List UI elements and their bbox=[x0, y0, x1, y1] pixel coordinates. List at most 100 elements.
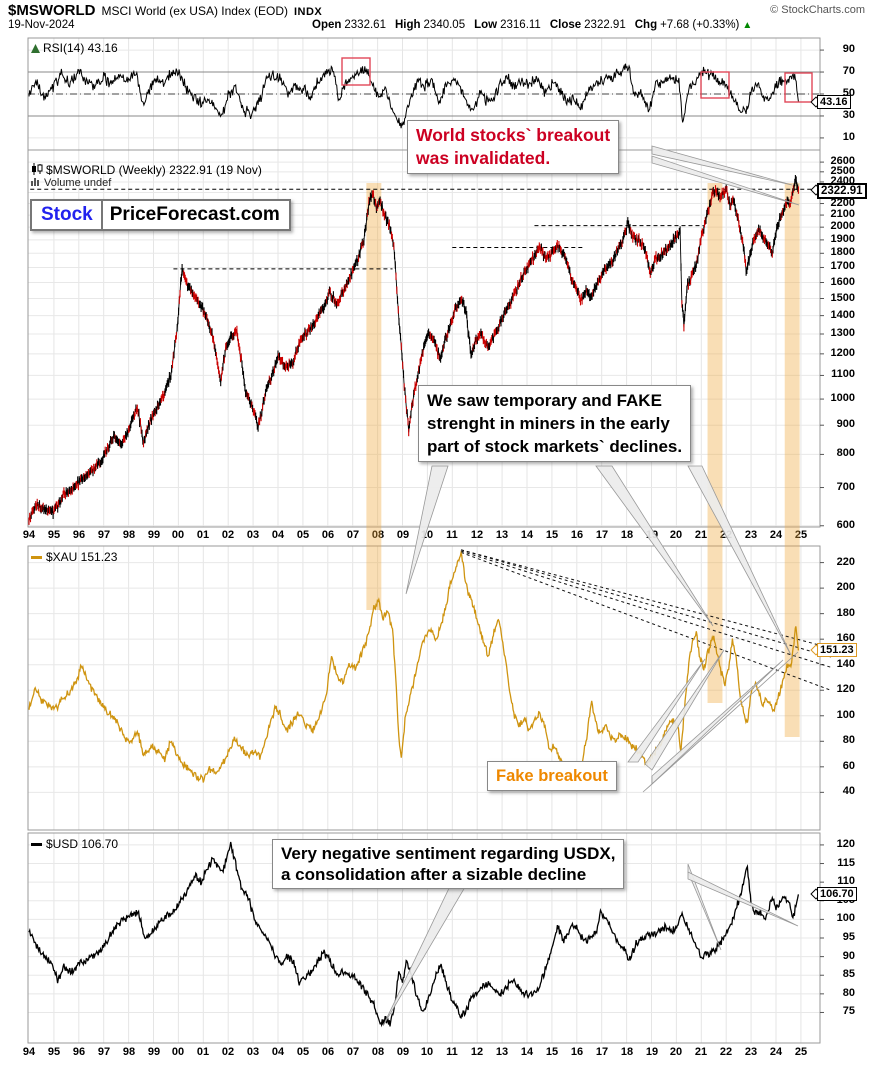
quote-row: 19-Nov-2024 Open 2332.61 High 2340.05 Low 231… bbox=[8, 19, 868, 34]
y-axis-label: 95 bbox=[842, 931, 855, 943]
rsi-panel-title: RSI(14) 43.16 bbox=[31, 41, 118, 56]
y-axis-label: 90 bbox=[842, 950, 855, 962]
y-axis-label: 90 bbox=[842, 43, 855, 55]
y-axis-label: 110 bbox=[837, 875, 855, 887]
x-axis-label: 19 bbox=[645, 1046, 659, 1058]
x-axis-label: 03 bbox=[246, 529, 260, 541]
y-axis-label: 220 bbox=[836, 556, 855, 568]
x-axis-label: 11 bbox=[446, 529, 458, 541]
y-axis-label: 200 bbox=[836, 581, 855, 593]
close-label: Close bbox=[549, 19, 582, 31]
y-axis-label: 80 bbox=[842, 734, 855, 746]
volume-label: Volume undef bbox=[31, 177, 111, 189]
annotation-miners-fake-strength: We saw temporary and FAKE strenght in mi… bbox=[418, 385, 692, 462]
x-axis-label: 05 bbox=[296, 1046, 310, 1058]
x-axis-label: 13 bbox=[495, 1046, 509, 1058]
low-value: 2316.11 bbox=[500, 19, 541, 31]
x-axis-label: 09 bbox=[396, 529, 410, 541]
x-axis-label: 04 bbox=[271, 529, 285, 541]
x-axis-label: 97 bbox=[97, 1046, 111, 1058]
y-axis-label: 1500 bbox=[830, 292, 855, 304]
y-axis-label: 2200 bbox=[830, 197, 855, 209]
x-axis-label: 18 bbox=[620, 529, 634, 541]
x-axis-label: 14 bbox=[520, 529, 534, 541]
x-axis-label: 07 bbox=[346, 1046, 360, 1058]
y-axis-label: 30 bbox=[842, 109, 855, 121]
x-axis-label: 24 bbox=[769, 529, 783, 541]
x-axis-label: 98 bbox=[122, 529, 136, 541]
change-value: +7.68 (+0.33%) bbox=[660, 19, 740, 31]
x-axis-label: 21 bbox=[694, 1046, 708, 1058]
x-axis-label: 12 bbox=[470, 1046, 484, 1058]
x-axis-label: 08 bbox=[371, 1046, 385, 1058]
x-axis-label: 96 bbox=[72, 529, 86, 541]
x-axis-label: 22 bbox=[719, 1046, 733, 1058]
annotation-fake-breakout: Fake breakout bbox=[487, 761, 617, 791]
x-axis-label: 09 bbox=[396, 1046, 410, 1058]
close-value: 2322.91 bbox=[584, 19, 626, 31]
y-axis-label: 140 bbox=[836, 658, 855, 670]
logo-part2: PriceForecast.com bbox=[100, 201, 289, 229]
y-axis-label: 1700 bbox=[830, 260, 855, 272]
x-axis-label: 06 bbox=[321, 1046, 335, 1058]
x-axis-label: 03 bbox=[246, 1046, 260, 1058]
x-axis-label: 25 bbox=[794, 529, 808, 541]
x-axis-label: 17 bbox=[595, 1046, 609, 1058]
x-axis-label: 95 bbox=[47, 1046, 61, 1058]
x-axis-label: 14 bbox=[520, 1046, 534, 1058]
usd-panel-title: $USD 106.70 bbox=[31, 837, 118, 851]
x-axis-label: 01 bbox=[196, 1046, 210, 1058]
x-axis-label: 11 bbox=[446, 1046, 458, 1058]
y-axis-label: 100 bbox=[836, 912, 855, 924]
x-axis-label: 16 bbox=[570, 1046, 584, 1058]
x-axis-label: 16 bbox=[570, 529, 584, 541]
y-axis-label: 2100 bbox=[830, 208, 855, 220]
x-axis-label: 94 bbox=[22, 529, 36, 541]
x-axis-label: 98 bbox=[122, 1046, 136, 1058]
y-axis-label: 1400 bbox=[830, 309, 855, 321]
y-axis-label: 115 bbox=[837, 857, 855, 869]
ohlc-quote: Open 2332.61 High 2340.05 Low 2316.11 Close 232… bbox=[303, 19, 752, 31]
x-axis-label: 06 bbox=[321, 529, 335, 541]
y-axis-label: 1800 bbox=[830, 246, 855, 258]
stockpriceforecast-logo: Stock PriceForecast.com bbox=[30, 199, 291, 231]
x-axis-label: 05 bbox=[296, 529, 310, 541]
y-axis-label: 85 bbox=[842, 968, 855, 980]
y-axis-label: 10 bbox=[842, 131, 855, 143]
x-axis-label: 22 bbox=[719, 529, 733, 541]
logo-part1: Stock bbox=[41, 204, 93, 225]
y-axis-label: 120 bbox=[836, 838, 855, 850]
x-axis-label: 97 bbox=[97, 529, 111, 541]
current-value-label-xau: 151.23 bbox=[817, 643, 857, 657]
x-axis-label: 02 bbox=[221, 529, 235, 541]
current-value-label-msworld: 2322.91 bbox=[817, 183, 867, 199]
x-axis-label: 12 bbox=[470, 529, 484, 541]
xau-panel-title: $XAU 151.23 bbox=[31, 550, 117, 564]
symbol-title: MSCI World (ex USA) Index (EOD) bbox=[101, 4, 288, 18]
x-axis-label: 96 bbox=[72, 1046, 86, 1058]
chart-header: $MSWORLD MSCI World (ex USA) Index (EOD) I… bbox=[8, 2, 868, 19]
y-axis-label: 700 bbox=[836, 481, 855, 493]
y-axis-label: 180 bbox=[836, 607, 855, 619]
x-axis-label: 07 bbox=[346, 529, 360, 541]
volume-bars-icon bbox=[31, 177, 41, 189]
x-axis-label: 08 bbox=[371, 529, 385, 541]
quote-date: 19-Nov-2024 bbox=[8, 19, 75, 31]
annotation-usdx-sentiment: Very negative sentiment regarding USDX, … bbox=[272, 839, 625, 889]
y-axis-label: 800 bbox=[836, 447, 855, 459]
y-axis-label: 2000 bbox=[830, 220, 855, 232]
indicator-triangle-icon bbox=[31, 42, 40, 56]
y-axis-label: 1100 bbox=[831, 368, 855, 380]
x-axis-label: 00 bbox=[171, 1046, 185, 1058]
y-axis-label: 1000 bbox=[830, 392, 855, 404]
annotation-breakout-invalidated: World stocks` breakout was invalidated. bbox=[407, 120, 620, 174]
x-axis-label: 99 bbox=[147, 1046, 161, 1058]
y-axis-label: 100 bbox=[836, 709, 855, 721]
x-axis-label: 10 bbox=[420, 1046, 434, 1058]
open-label: Open bbox=[312, 19, 342, 31]
x-axis-label: 95 bbox=[47, 529, 61, 541]
y-axis-label: 60 bbox=[842, 760, 855, 772]
x-axis-label: 20 bbox=[669, 529, 683, 541]
y-axis-label: 1600 bbox=[830, 276, 855, 288]
